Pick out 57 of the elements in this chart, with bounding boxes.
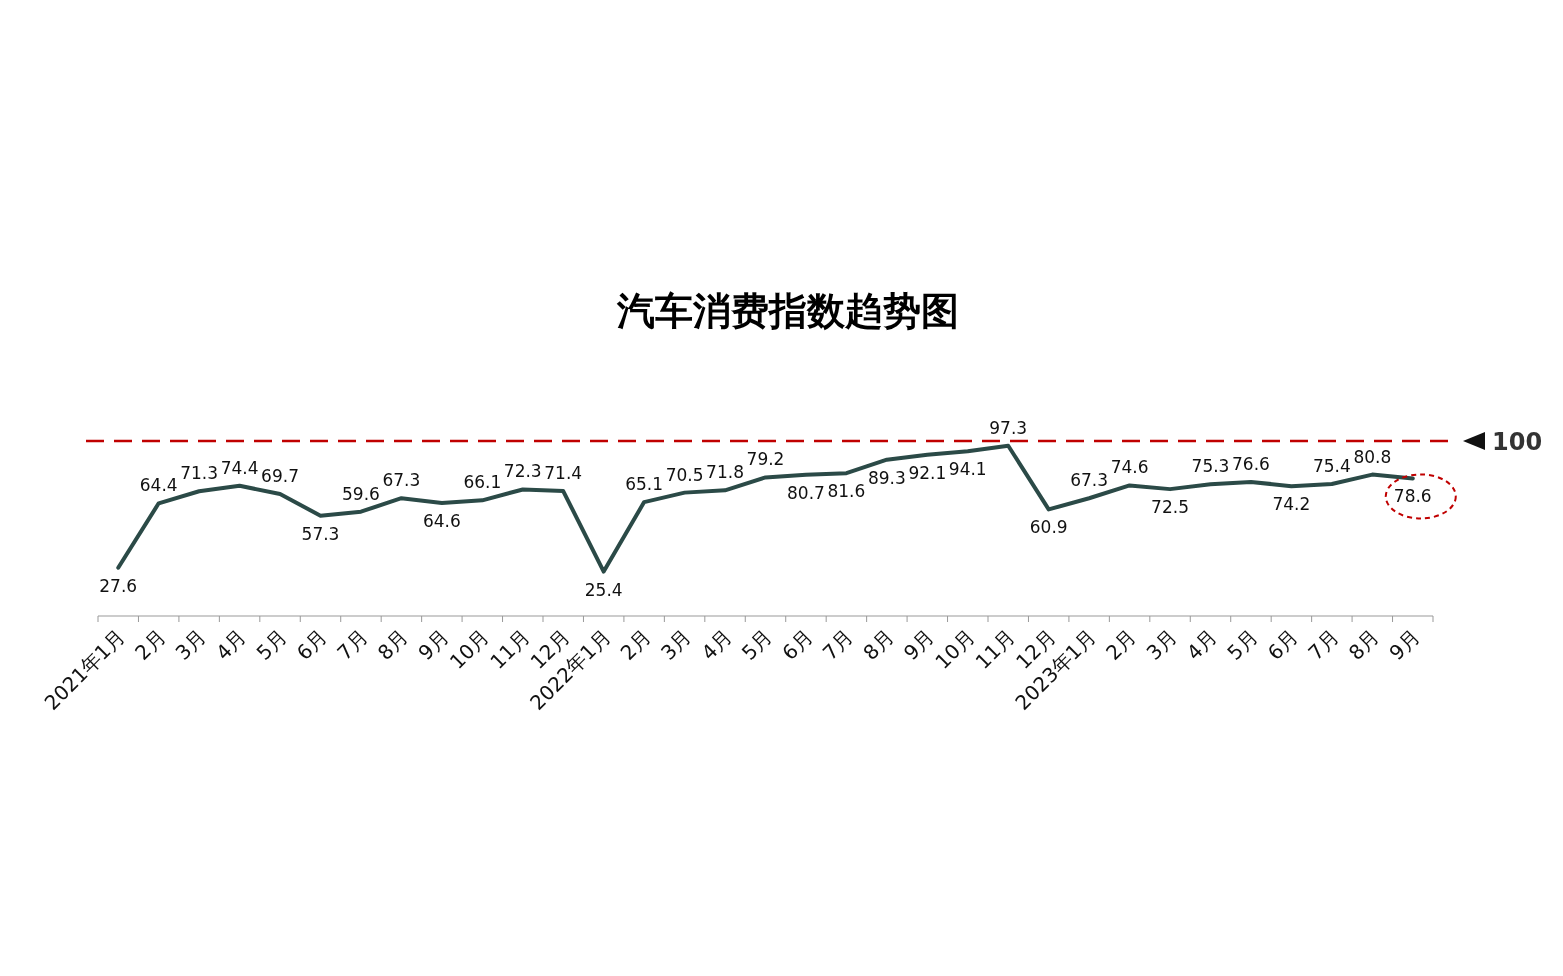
x-tick-label: 7月 [817,624,858,665]
data-label: 74.4 [220,457,259,478]
x-tick-label: 2月 [1101,624,1142,665]
x-tick-label: 3月 [170,624,211,665]
data-label: 89.3 [867,467,906,488]
x-tick-label: 4月 [1181,624,1223,665]
data-label: 75.3 [1191,456,1230,477]
x-tick-label: 7月 [332,624,373,665]
data-label: 75.4 [1312,456,1351,477]
data-label: 59.6 [342,483,380,504]
x-tick-label: 4月 [211,624,252,665]
data-label: 81.6 [827,481,866,502]
data-label: 64.4 [139,475,178,496]
data-label: 74.6 [1110,457,1149,478]
x-tick-label: 3月 [656,624,697,665]
x-tick-label: 6月 [1262,624,1303,665]
x-tick-label: 5月 [251,624,292,665]
data-label: 25.4 [584,579,623,600]
data-label: 71.3 [180,463,219,484]
data-label: 92.1 [908,462,947,483]
x-tick-label: 5月 [1222,624,1263,665]
data-label: 71.4 [544,463,583,484]
data-label: 80.7 [787,482,825,503]
x-tick-label: 8月 [372,624,413,665]
x-tick-label: 2月 [130,624,171,665]
data-label: 78.6 [1393,486,1432,507]
x-tick-label: 8月 [1343,624,1384,665]
data-label: 74.2 [1272,494,1311,515]
ref-line-label: 100 [1492,428,1543,456]
x-tick-label: 8月 [858,624,899,665]
data-label: 57.3 [301,523,340,544]
x-tick-label: 3月 [1141,624,1182,665]
x-tick-label: 2月 [615,624,656,665]
x-tick-label: 4月 [696,624,737,665]
data-label: 67.3 [382,470,421,491]
x-tick-label: 9月 [1384,624,1425,665]
data-label: 27.6 [99,575,138,596]
x-tick-label: 7月 [1303,624,1344,665]
data-label: 97.3 [989,417,1028,438]
data-label: 67.3 [1070,470,1109,491]
x-tick-label: 6月 [291,624,333,665]
data-label: 76.6 [1232,453,1270,474]
x-tick-label: 6月 [777,624,818,665]
data-label: 65.1 [625,474,664,495]
data-label: 71.8 [706,462,744,483]
data-label: 94.1 [948,459,987,480]
data-label: 64.6 [422,510,461,531]
data-label: 70.5 [665,464,704,485]
data-label: 80.8 [1353,446,1392,467]
chart-title: 汽车消费指数趋势图 [616,289,959,333]
data-label: 60.9 [1029,517,1068,538]
data-label: 66.1 [463,472,502,493]
data-label: 79.2 [746,449,785,470]
data-label: 72.5 [1151,497,1189,518]
data-label: 72.3 [503,461,542,482]
data-label: 69.7 [261,466,299,487]
x-tick-label: 5月 [736,624,778,665]
